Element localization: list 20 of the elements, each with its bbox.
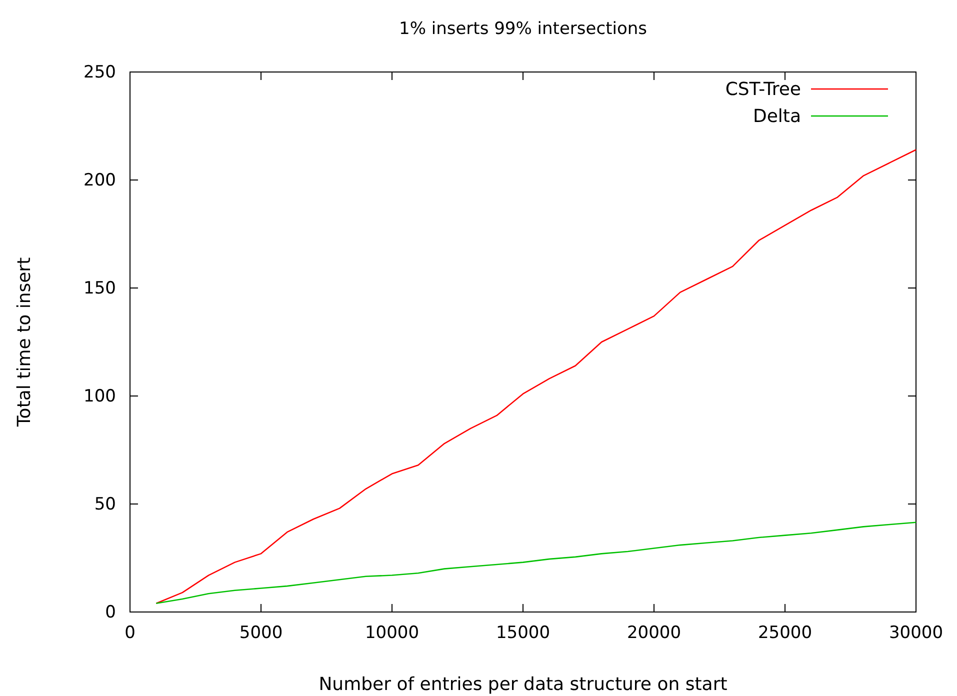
x-axis-title: Number of entries per data structure on start: [318, 674, 728, 695]
x-tick-label: 0: [124, 623, 136, 644]
legend-label: Delta: [752, 106, 801, 127]
y-tick-label: 100: [84, 386, 116, 406]
x-tick-label: 25000: [758, 623, 812, 644]
x-tick-label: 5000: [239, 623, 283, 644]
y-tick-label: 200: [84, 170, 116, 190]
y-tick-label: 250: [84, 62, 116, 82]
y-tick-label: 0: [105, 602, 116, 622]
y-tick-label: 150: [84, 278, 116, 298]
y-tick-label: 50: [94, 494, 116, 514]
y-axis-title: Total time to insert: [14, 257, 35, 428]
x-tick-label: 30000: [888, 623, 944, 644]
legend-label: CST-Tree: [725, 79, 801, 100]
chart-title: 1% inserts 99% intersections: [399, 19, 648, 39]
line-series: [156, 149, 917, 604]
x-tick-label: 20000: [626, 623, 682, 644]
x-tick-label: 15000: [496, 623, 550, 644]
x-tick-label: 10000: [364, 623, 420, 644]
line-series: [156, 522, 917, 604]
